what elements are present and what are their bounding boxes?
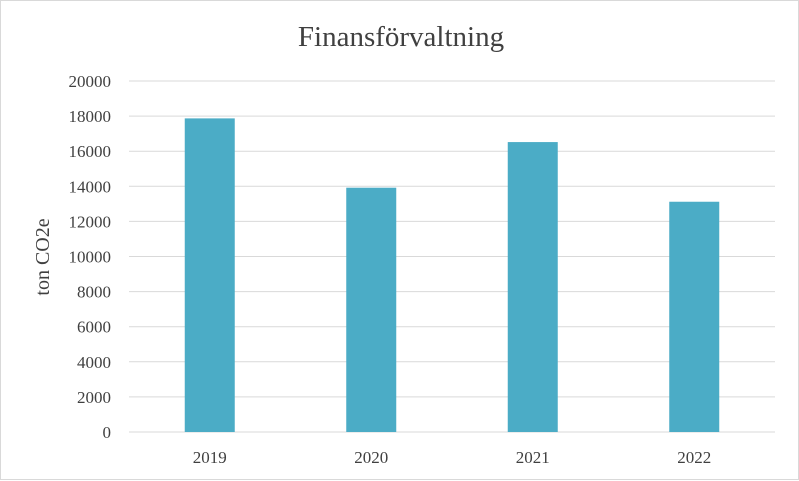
y-tick-label: 10000	[69, 248, 112, 267]
y-tick-label: 4000	[77, 353, 111, 372]
x-tick-label: 2019	[193, 448, 227, 467]
y-tick-label: 18000	[69, 107, 112, 126]
y-tick-label: 0	[103, 423, 112, 442]
bar-2020	[346, 187, 397, 432]
bars	[184, 118, 720, 432]
x-tick-label: 2020	[354, 448, 388, 467]
x-tick-label: 2021	[516, 448, 550, 467]
y-tick-label: 16000	[69, 142, 112, 161]
x-tick-label: 2022	[677, 448, 711, 467]
y-tick-label: 12000	[69, 212, 112, 231]
bar-2019	[184, 118, 235, 432]
y-tick-label: 8000	[77, 283, 111, 302]
bar-2022	[669, 201, 720, 432]
y-tick-label: 14000	[69, 177, 112, 196]
y-tick-labels: 0 2000 4000 6000 8000 10000 12000 14000 16000 180…	[69, 72, 112, 442]
y-tick-label: 2000	[77, 388, 111, 407]
y-tick-label: 6000	[77, 318, 111, 337]
bar-2021	[507, 142, 558, 432]
y-axis-label: ton CO2e	[32, 218, 54, 295]
chart-title: Finansförvaltning	[298, 21, 504, 53]
x-tick-labels: 2019 2020 2021 2022	[193, 448, 712, 467]
y-tick-label: 20000	[69, 72, 112, 91]
gridlines	[129, 80, 775, 433]
